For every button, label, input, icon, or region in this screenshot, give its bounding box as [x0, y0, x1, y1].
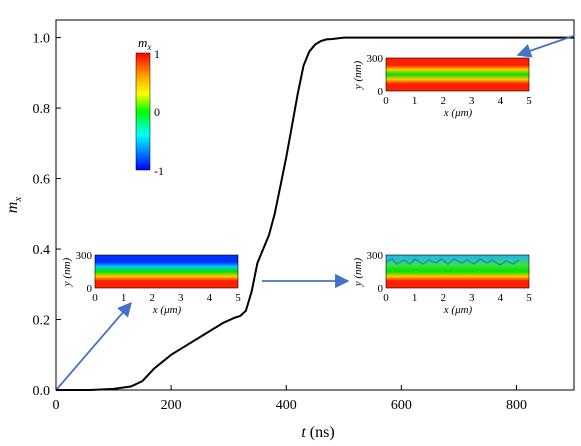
x-axis: 0 200 400 600 800 [53, 385, 527, 413]
y-axis-label-sub: x [12, 197, 24, 203]
inset-top-right-xlabel: x (μm) [443, 107, 473, 119]
inset-top-right-ytick-300: 300 [367, 53, 384, 65]
inset-x-tick-label: 4 [498, 95, 504, 107]
y-tick-label: 0.6 [33, 173, 51, 188]
colorbar-title-sub: x [146, 42, 151, 52]
inset-x-tick-label: 1 [412, 95, 418, 107]
inset-x-tick-label: 5 [526, 95, 532, 107]
colorbar: mx 1 0 -1 [135, 35, 164, 178]
y-axis-label: mx [4, 197, 24, 214]
x-tick-label: 200 [161, 398, 182, 413]
colorbar-tick-mid: 0 [154, 105, 160, 119]
y-axis-label-var: m [4, 202, 21, 214]
colorbar-tick-bottom: -1 [154, 164, 164, 178]
y-tick-label: 0.0 [33, 384, 51, 399]
arrow-to-left-inset [56, 301, 132, 390]
inset-left-ytick-300: 300 [76, 250, 93, 262]
x-tick-label: 600 [391, 398, 412, 413]
inset-top-right-ylabel: y (nm) [352, 60, 364, 90]
inset-mid-right-ytick-0: 0 [378, 283, 384, 295]
inset-mid-right: 300 0 y (nm) 0 1 2 3 4 5 x (μm) [352, 250, 532, 316]
arrow-to-top-right-inset [516, 35, 574, 58]
x-tick-label: 0 [53, 398, 60, 413]
plot-frame [55, 19, 575, 391]
colorbar-gradient [135, 52, 151, 171]
y-axis: 0.0 0.2 0.4 0.6 0.8 1.0 [33, 32, 61, 399]
x-axis-label-unit: (ns) [306, 424, 335, 441]
inset-x-tick-label: 5 [526, 292, 532, 304]
inset-top-right-map [385, 57, 530, 92]
inset-mid-right-ylabel: y (nm) [352, 257, 364, 287]
inset-left: 300 0 y (nm) 0 1 2 3 4 5 x (μm) [61, 250, 241, 316]
x-axis-label: t (ns) [301, 424, 334, 441]
inset-x-tick-label: 2 [149, 292, 155, 304]
inset-left-ytick-0: 0 [87, 283, 93, 295]
inset-x-tick-label: 4 [498, 292, 504, 304]
inset-mid-right-ytick-300: 300 [367, 250, 384, 262]
y-tick-label: 0.4 [33, 243, 51, 258]
inset-mid-right-texture [385, 258, 520, 266]
inset-x-tick-label: 4 [207, 292, 213, 304]
y-tick-label: 1.0 [33, 32, 51, 47]
inset-x-tick-label: 0 [383, 292, 389, 304]
inset-x-tick-label: 1 [412, 292, 418, 304]
y-tick-label: 0.2 [33, 314, 51, 329]
inset-x-tick-label: 5 [235, 292, 241, 304]
inset-top-right-ytick-0: 0 [378, 86, 384, 98]
inset-left-ylabel: y (nm) [61, 257, 73, 287]
inset-x-tick-label: 3 [178, 292, 184, 304]
inset-x-tick-label: 3 [469, 95, 475, 107]
inset-mid-right-xlabel: x (μm) [443, 304, 473, 316]
y-tick-label: 0.8 [33, 102, 51, 117]
inset-left-xlabel: x (μm) [152, 304, 182, 316]
colorbar-tick-top: 1 [154, 47, 160, 61]
colorbar-title-var: m [138, 35, 147, 50]
inset-x-tick-label: 0 [383, 95, 389, 107]
inset-x-tick-label: 2 [440, 95, 446, 107]
colorbar-title: mx [138, 35, 151, 52]
inset-x-tick-label: 2 [440, 292, 446, 304]
inset-top-right: 300 0 y (nm) 0 1 2 3 4 5 x (μm) [352, 53, 532, 119]
inset-x-tick-label: 0 [92, 292, 98, 304]
x-tick-label: 800 [506, 398, 527, 413]
x-axis-label-var: t [301, 424, 306, 441]
inset-x-tick-label: 3 [469, 292, 475, 304]
inset-x-tick-label: 1 [121, 292, 127, 304]
x-tick-label: 400 [276, 398, 297, 413]
inset-left-map [94, 254, 239, 289]
series-line [56, 36, 574, 391]
